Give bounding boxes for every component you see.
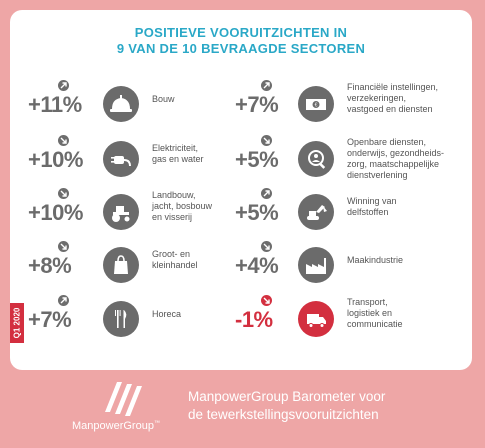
manpowergroup-logo-icon [105,382,142,416]
footer-line-1: ManpowerGroup Barometer voor [188,389,386,404]
sector-percentage: +11% [28,92,82,117]
plug-icon [103,141,139,177]
person-magnifier-icon [298,141,334,177]
sector-label-line: logistiek en [347,308,393,318]
sector-percentage: +5% [235,200,279,225]
sector-label-line: dienstverlening [347,170,408,180]
excavator-icon [298,194,334,230]
sector-label-line: communicatie [347,319,403,329]
sector-percentage: +8% [28,253,72,278]
sector-percentage: +7% [28,307,72,332]
arrow-up-icon [58,295,69,306]
sector-label: Groot- en kleinhandel [152,249,282,271]
logo-trademark: ™ [153,420,160,427]
sector-percentage: +10% [28,147,83,172]
page-title: POSITIEVE VOORUITZICHTEN IN 9 VAN DE 10 … [10,25,472,57]
sector-label: Bouw [152,94,282,105]
sector-label-line: Transport, [347,297,388,307]
sector-label-line: gas en water [152,154,204,164]
sector-percentage: +7% [235,92,279,117]
arrow-down-icon [261,135,272,146]
sector-label-line: en visserij [152,212,193,222]
sector-label-line: onderwijs, gezondheids- [347,148,445,158]
sector-label-line: Landbouw, [152,190,196,200]
sector-label-line: delfstoffen [347,207,389,217]
sector-percentage: -1% [235,307,273,332]
sector-label-line: Maakindustrie [347,255,404,265]
shopping-bag-icon [103,247,139,283]
sector-label: Landbouw, jacht, bosbouw en visserij [152,190,282,223]
sector-label-line: vastgoed en diensten [347,104,433,114]
banknote-icon: € [298,86,334,122]
arrow-down-icon [58,241,69,252]
content-card [10,10,472,370]
title-line-2: 9 VAN DE 10 BEVRAAGDE SECTOREN [116,41,366,56]
sector-label: Winning van delfstoffen [347,196,477,218]
factory-icon [298,247,334,283]
quarter-label: Q1 2020 [12,307,22,339]
cutlery-icon [103,301,139,337]
sector-label: Maakindustrie [347,255,477,266]
sector-label-line: Elektriciteit, [152,143,199,153]
sector-label-line: Groot- en [152,249,191,259]
sector-percentage: +5% [235,147,279,172]
arrow-up-icon [261,188,272,199]
logo-text: ManpowerGroup™ [72,420,160,432]
arrow-down-icon [58,188,69,199]
sector-percentage: +10% [28,200,83,225]
sector-label-line: jacht, bosbouw [152,201,213,211]
arrow-down-icon [261,241,272,252]
footer-title: ManpowerGroup Barometer voor de tewerkst… [188,388,478,424]
footer-line-2: de tewerkstellingsvooruitzichten [188,407,379,422]
arrow-up-icon [261,80,272,91]
sector-label-line: Horeca [152,309,182,319]
sector-label-line: verzekeringen, [347,93,407,103]
truck-icon [298,301,334,337]
sector-label: Financiële instellingen, verzekeringen, va… [347,82,477,115]
sector-label: Elektriciteit, gas en water [152,143,282,165]
sector-percentage: +4% [235,253,279,278]
sector-label-line: Financiële instellingen, [347,82,439,92]
quarter-badge: Q1 2020 [10,303,24,343]
sector-label: Openbare diensten, onderwijs, gezondheids… [347,137,477,181]
logo-text-label: ManpowerGroup [72,420,154,432]
hard-hat-icon [103,86,139,122]
sector-label: Transport, logistiek en communicatie [347,297,477,330]
arrow-down-icon [261,295,272,306]
tractor-icon [103,194,139,230]
sector-label-line: Winning van [347,196,397,206]
arrow-up-icon [58,80,69,91]
sector-label-line: Bouw [152,94,175,104]
sector-label-line: Openbare diensten, [347,137,427,147]
svg-text:€: € [315,103,318,109]
sector-label-line: zorg, maatschappelijke [347,159,440,169]
sector-label-line: kleinhandel [152,260,198,270]
sector-label: Horeca [152,309,282,320]
title-line-1: POSITIEVE VOORUITZICHTEN IN [134,25,348,40]
arrow-down-icon [58,135,69,146]
